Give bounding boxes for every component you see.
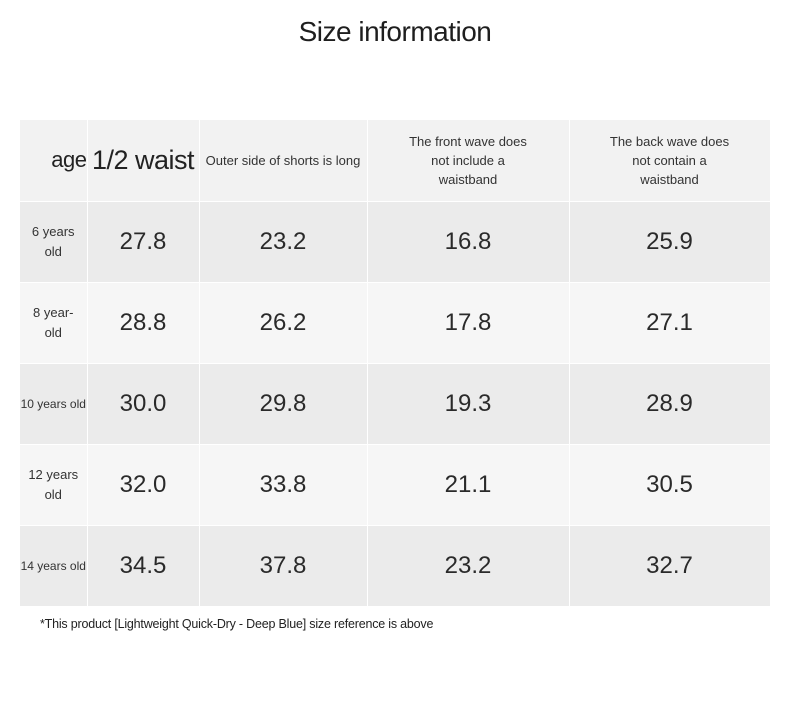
back-rise-cell: 30.5: [569, 444, 771, 526]
waist-cell: 30.0: [87, 363, 200, 445]
table-row: 6 years old 27.8 23.2 16.8 25.9: [20, 201, 771, 283]
size-reference-note: *This product [Lightweight Quick-Dry - D…: [40, 617, 434, 631]
back-rise-cell: 25.9: [569, 201, 771, 283]
table-header-row: age 1/2 waist Outer side of shorts is lo…: [20, 120, 771, 202]
front-rise-cell: 19.3: [367, 363, 570, 445]
outer-length-cell: 26.2: [199, 282, 368, 364]
table-row: 14 years old 34.5 37.8 23.2 32.7: [20, 525, 771, 607]
table-row: 10 years old 30.0 29.8 19.3 28.9: [20, 363, 771, 445]
outer-length-cell: 23.2: [199, 201, 368, 283]
outer-length-cell: 37.8: [199, 525, 368, 607]
size-table: age 1/2 waist Outer side of shorts is lo…: [20, 120, 771, 607]
table-row: 12 years old 32.0 33.8 21.1 30.5: [20, 444, 771, 526]
front-rise-cell: 16.8: [367, 201, 570, 283]
waist-cell: 28.8: [87, 282, 200, 364]
header-back-rise: The back wave does not contain a waistba…: [569, 120, 771, 202]
back-rise-cell: 28.9: [569, 363, 771, 445]
header-front-rise: The front wave does not include a waistb…: [367, 120, 570, 202]
outer-length-cell: 33.8: [199, 444, 368, 526]
back-rise-cell: 32.7: [569, 525, 771, 607]
age-cell: 10 years old: [20, 363, 88, 445]
page-title: Size information: [298, 16, 492, 47]
front-rise-cell: 21.1: [367, 444, 570, 526]
outer-length-cell: 29.8: [199, 363, 368, 445]
age-cell: 12 years old: [20, 444, 88, 526]
age-cell: 8 year-old: [20, 282, 88, 364]
front-rise-cell: 17.8: [367, 282, 570, 364]
age-cell: 6 years old: [20, 201, 88, 283]
header-outer-side-length: Outer side of shorts is long: [199, 120, 368, 202]
table-row: 8 year-old 28.8 26.2 17.8 27.1: [20, 282, 771, 364]
header-half-waist: 1/2 waist: [87, 120, 200, 202]
waist-cell: 27.8: [87, 201, 200, 283]
age-cell: 14 years old: [20, 525, 88, 607]
waist-cell: 32.0: [87, 444, 200, 526]
front-rise-cell: 23.2: [367, 525, 570, 607]
waist-cell: 34.5: [87, 525, 200, 607]
back-rise-cell: 27.1: [569, 282, 771, 364]
header-age: age: [20, 120, 88, 202]
